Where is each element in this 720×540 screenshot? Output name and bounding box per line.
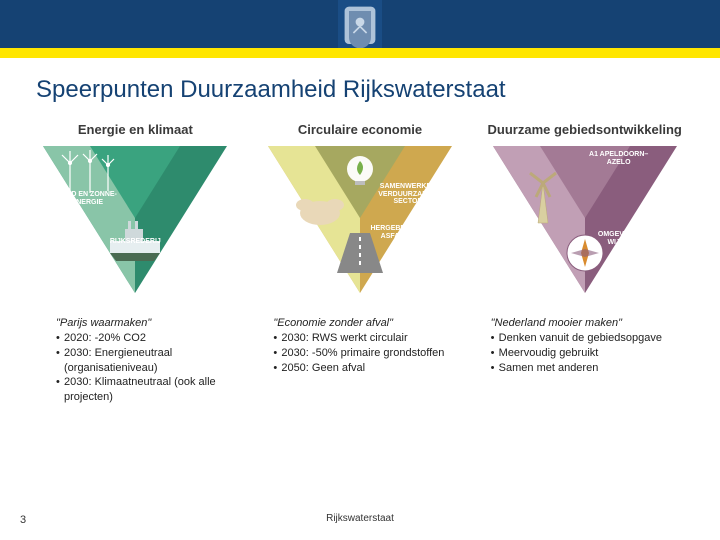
pillar-circular: Circulaire economie xyxy=(253,122,468,298)
bullets-row: "Parijs waarmaken" 2020: -20% CO2 2030: … xyxy=(0,298,720,405)
bullet-list: Denken vanuit de gebiedsopgave Meervoudi… xyxy=(491,331,690,376)
pillar-area: Duurzame gebiedsontwikkeling xyxy=(477,122,692,298)
bullets-col-area: "Nederland mooier maken" Denken vanuit d… xyxy=(491,316,690,405)
footer-org: Rijkswaterstaat xyxy=(326,513,394,524)
bullet-item: Denken vanuit de gebiedsopgave xyxy=(491,331,690,346)
page-number: 3 xyxy=(20,514,26,526)
triangle-graphic-energy: WIND EN ZONNE-ENERGIE RIJKSREDERIJ xyxy=(40,143,230,298)
bullet-item: 2020: -20% CO2 xyxy=(56,331,255,346)
overlay-label: WIND EN ZONNE-ENERGIE xyxy=(52,191,122,206)
pillar-energy: Energie en klimaat xyxy=(28,122,243,298)
bullet-item: Meervoudig gebruikt xyxy=(491,346,690,361)
bullet-list: 2030: RWS werkt circulair 2030: -50% pri… xyxy=(273,331,472,376)
page-title: Speerpunten Duurzaamheid Rijkswaterstaat xyxy=(0,58,720,104)
accent-band xyxy=(0,48,720,58)
pillar-heading: Circulaire economie xyxy=(298,122,422,137)
overlay-label: RIJKSREDERIJ xyxy=(100,238,170,246)
overlay-label: HERGEBRUIK ASFALT xyxy=(359,225,429,240)
quote-text: "Nederland mooier maken" xyxy=(491,316,690,331)
quote-text: "Parijs waarmaken" xyxy=(56,316,255,331)
bullets-col-energy: "Parijs waarmaken" 2020: -20% CO2 2030: … xyxy=(56,316,255,405)
overlay-label: A1 APELDOORN–AZELO xyxy=(584,151,654,166)
overlay-label: OMGEVINGS-WIJZER xyxy=(586,231,656,246)
bullet-item: 2030: RWS werkt circulair xyxy=(273,331,472,346)
triangle-graphic-area: A1 APELDOORN–AZELO OMGEVINGS-WIJZER xyxy=(490,143,680,298)
pillars-row: Energie en klimaat xyxy=(0,104,720,298)
bullet-item: Samen met anderen xyxy=(491,361,690,376)
bullet-list: 2020: -20% CO2 2030: Energieneutraal (or… xyxy=(56,331,255,405)
bullets-col-circular: "Economie zonder afval" 2030: RWS werkt … xyxy=(273,316,472,405)
bullet-item: 2030: -50% primaire grondstoffen xyxy=(273,346,472,361)
triangle-graphic-circular: SAMENWERKEN VERDUURZAMEN SECTOR HERGEBRU… xyxy=(265,143,455,298)
bullet-item: 2030: Energieneutraal (organisatieniveau… xyxy=(56,346,255,376)
quote-text: "Economie zonder afval" xyxy=(273,316,472,331)
pillar-heading: Energie en klimaat xyxy=(78,122,193,137)
bullet-item: 2050: Geen afval xyxy=(273,361,472,376)
overlay-label: SAMENWERKEN VERDUURZAMEN SECTOR xyxy=(373,183,443,206)
pillar-heading: Duurzame gebiedsontwikkeling xyxy=(488,122,682,137)
header-bar xyxy=(0,0,720,58)
bullet-item: 2030: Klimaatneutraal (ook alle projecte… xyxy=(56,375,255,405)
